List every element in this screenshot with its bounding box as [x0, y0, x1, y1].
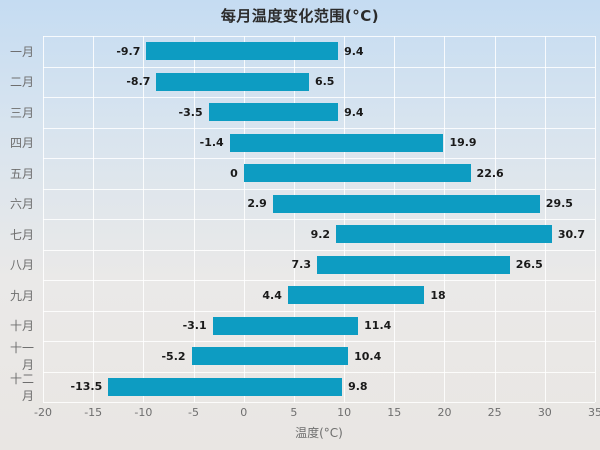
min-value-label: 2.9 [247, 197, 267, 211]
max-value-label: 29.5 [545, 197, 573, 211]
max-value-label: 9.4 [344, 44, 364, 58]
y-axis-month-label: 三月 [9, 105, 34, 120]
gridline-horizontal [43, 310, 595, 312]
max-value-label: 6.5 [314, 75, 335, 89]
temp-range-bar[interactable] [208, 103, 339, 122]
gridline-horizontal [43, 402, 595, 403]
x-tick-label: 25 [487, 406, 502, 419]
gridline-horizontal [43, 127, 595, 129]
temp-range-bar[interactable] [191, 347, 349, 366]
min-value-label: -1.4 [199, 136, 224, 150]
gridline-horizontal [43, 97, 595, 98]
max-value-label: 9.4 [344, 105, 364, 119]
y-axis-month-label: 十二月 [9, 371, 34, 403]
y-axis-month-label: 六月 [9, 197, 34, 212]
min-value-label: -3.5 [178, 105, 203, 119]
gridline-horizontal [43, 36, 595, 37]
y-axis-month-label: 十月 [9, 319, 34, 334]
min-value-label: 9.2 [310, 227, 331, 241]
temp-range-bar[interactable] [108, 377, 343, 396]
temp-range-bar[interactable] [243, 164, 471, 183]
gridline-horizontal [43, 158, 595, 159]
y-axis-month-label: 七月 [9, 227, 34, 242]
x-axis-title: 温度(°C) [295, 426, 343, 440]
y-axis-month-label: 九月 [9, 288, 34, 303]
y-axis-month-label: 二月 [9, 75, 34, 90]
x-tick-label: 30 [537, 406, 552, 419]
temp-range-bar[interactable] [229, 133, 444, 152]
gridline-vertical [595, 36, 596, 402]
min-value-label: 0 [230, 166, 238, 180]
min-value-label: -13.5 [70, 380, 103, 394]
max-value-label: 9.8 [348, 380, 368, 394]
y-axis-month-label: 四月 [9, 136, 34, 151]
plot-area: -9.7 9.4 -8.7 6.5 -3.5 9.4 -1.4 19.9 0 22.6 2.9 29.… [43, 36, 596, 403]
max-value-label: 18 [430, 288, 446, 302]
gridline-horizontal [43, 219, 595, 220]
min-value-label: 7.3 [291, 258, 312, 272]
min-value-label: -9.7 [116, 44, 141, 58]
y-axis-month-label: 八月 [9, 258, 34, 273]
x-tick-label: -15 [84, 406, 103, 419]
y-axis-month-label: 一月 [9, 44, 34, 59]
x-axis-tick-labels: -20 -15 -10 -5 0 5 10 15 20 25 30 35 [34, 406, 600, 420]
x-tick-label: 5 [290, 406, 298, 419]
x-tick-label: -10 [134, 406, 153, 419]
max-value-label: 22.6 [476, 166, 504, 180]
min-value-label: -3.1 [182, 319, 207, 333]
y-axis-month-label: 十一月 [9, 341, 34, 373]
max-value-label: 30.7 [557, 227, 585, 241]
gridline-horizontal [43, 249, 595, 251]
temp-range-bar[interactable] [146, 42, 339, 61]
min-value-label: 4.4 [262, 288, 282, 302]
max-value-label: 26.5 [515, 258, 543, 272]
min-value-label: -8.7 [126, 75, 151, 89]
max-value-label: 19.9 [449, 136, 477, 150]
y-axis-month-label: 五月 [9, 166, 34, 181]
max-value-label: 10.4 [354, 349, 382, 363]
gridline-horizontal [43, 280, 595, 281]
x-tick-label: 15 [387, 406, 402, 419]
temp-range-bar[interactable] [156, 72, 309, 91]
gridline-horizontal [43, 341, 595, 342]
temp-range-bar[interactable] [212, 316, 359, 335]
x-tick-label: -5 [188, 406, 200, 419]
x-tick-label: 0 [240, 406, 248, 419]
gridline-horizontal [43, 66, 595, 68]
temp-range-bar[interactable] [316, 255, 510, 274]
max-value-label: 11.4 [364, 319, 392, 333]
gridline-horizontal [43, 371, 595, 373]
gridline-horizontal [43, 188, 595, 190]
x-tick-label: 20 [437, 406, 452, 419]
min-value-label: -5.2 [161, 349, 186, 363]
x-tick-label: 35 [588, 406, 600, 419]
y-axis-labels: 一月二月三月四月五月六月七月八月九月十月十一月 十二月 [0, 36, 34, 403]
chart-title: 每月温度变化范围(°C) [220, 7, 380, 25]
temp-range-bar[interactable] [287, 286, 425, 305]
x-tick-label: 10 [337, 406, 352, 419]
temp-range-bar[interactable] [336, 225, 552, 244]
temp-range-bar[interactable] [272, 194, 540, 213]
x-tick-label: -20 [34, 406, 52, 419]
